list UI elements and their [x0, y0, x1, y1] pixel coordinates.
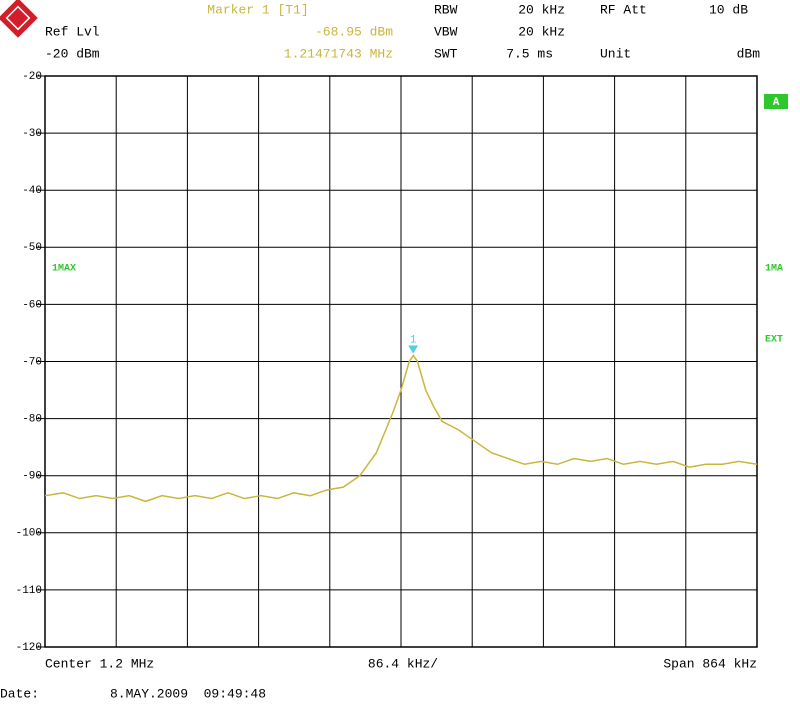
- y-tick-label: -30: [22, 128, 42, 140]
- rbw-label: RBW: [434, 2, 458, 17]
- center: Center 1.2 MHz: [45, 656, 154, 671]
- trace-label: 1MAX: [52, 264, 76, 275]
- date: 8.MAY.2009 09:49:48: [110, 686, 266, 701]
- unit: dBm: [737, 46, 761, 61]
- marker-level: -68.95 dBm: [315, 24, 393, 39]
- marker: [408, 345, 419, 354]
- rbw: 20 kHz: [518, 2, 565, 17]
- rf-att: 10 dB: [709, 2, 748, 17]
- trace: [44, 354, 758, 503]
- marker-title: Marker 1 [T1]: [207, 2, 308, 17]
- y-tick-label: -100: [16, 528, 42, 540]
- y-tick-label: -60: [22, 299, 42, 311]
- y-tick-label: -90: [22, 471, 42, 483]
- logo: [0, 0, 38, 38]
- y-tick-label: -40: [22, 185, 42, 197]
- vbw: 20 kHz: [518, 24, 565, 39]
- per-div: 86.4 kHz/: [368, 656, 438, 671]
- y-tick-label: -110: [16, 585, 42, 597]
- ext-label: EXT: [765, 335, 783, 346]
- ref-lvl: -20 dBm: [45, 46, 100, 61]
- y-tick-label: -20: [22, 71, 42, 83]
- y-tick-label: -70: [22, 356, 42, 368]
- date-label: Date:: [0, 686, 39, 701]
- ref-lvl-label: Ref Lvl: [45, 24, 100, 39]
- rf-att-label: RF Att: [600, 2, 647, 17]
- marker-label: 1: [410, 334, 417, 346]
- swt: 7.5 ms: [506, 46, 553, 61]
- y-tick-label: -120: [16, 642, 42, 654]
- marker-freq: 1.21471743 MHz: [284, 46, 393, 61]
- a-badge: [764, 94, 788, 109]
- y-tick-label: -50: [22, 242, 42, 254]
- y-tick-label: -80: [22, 414, 42, 426]
- trace-label-right: 1MA: [765, 264, 783, 275]
- a-label: A: [773, 97, 780, 109]
- swt-label: SWT: [434, 46, 458, 61]
- vbw-label: VBW: [434, 24, 458, 39]
- unit-label: Unit: [600, 46, 631, 61]
- span: Span 864 kHz: [663, 656, 757, 671]
